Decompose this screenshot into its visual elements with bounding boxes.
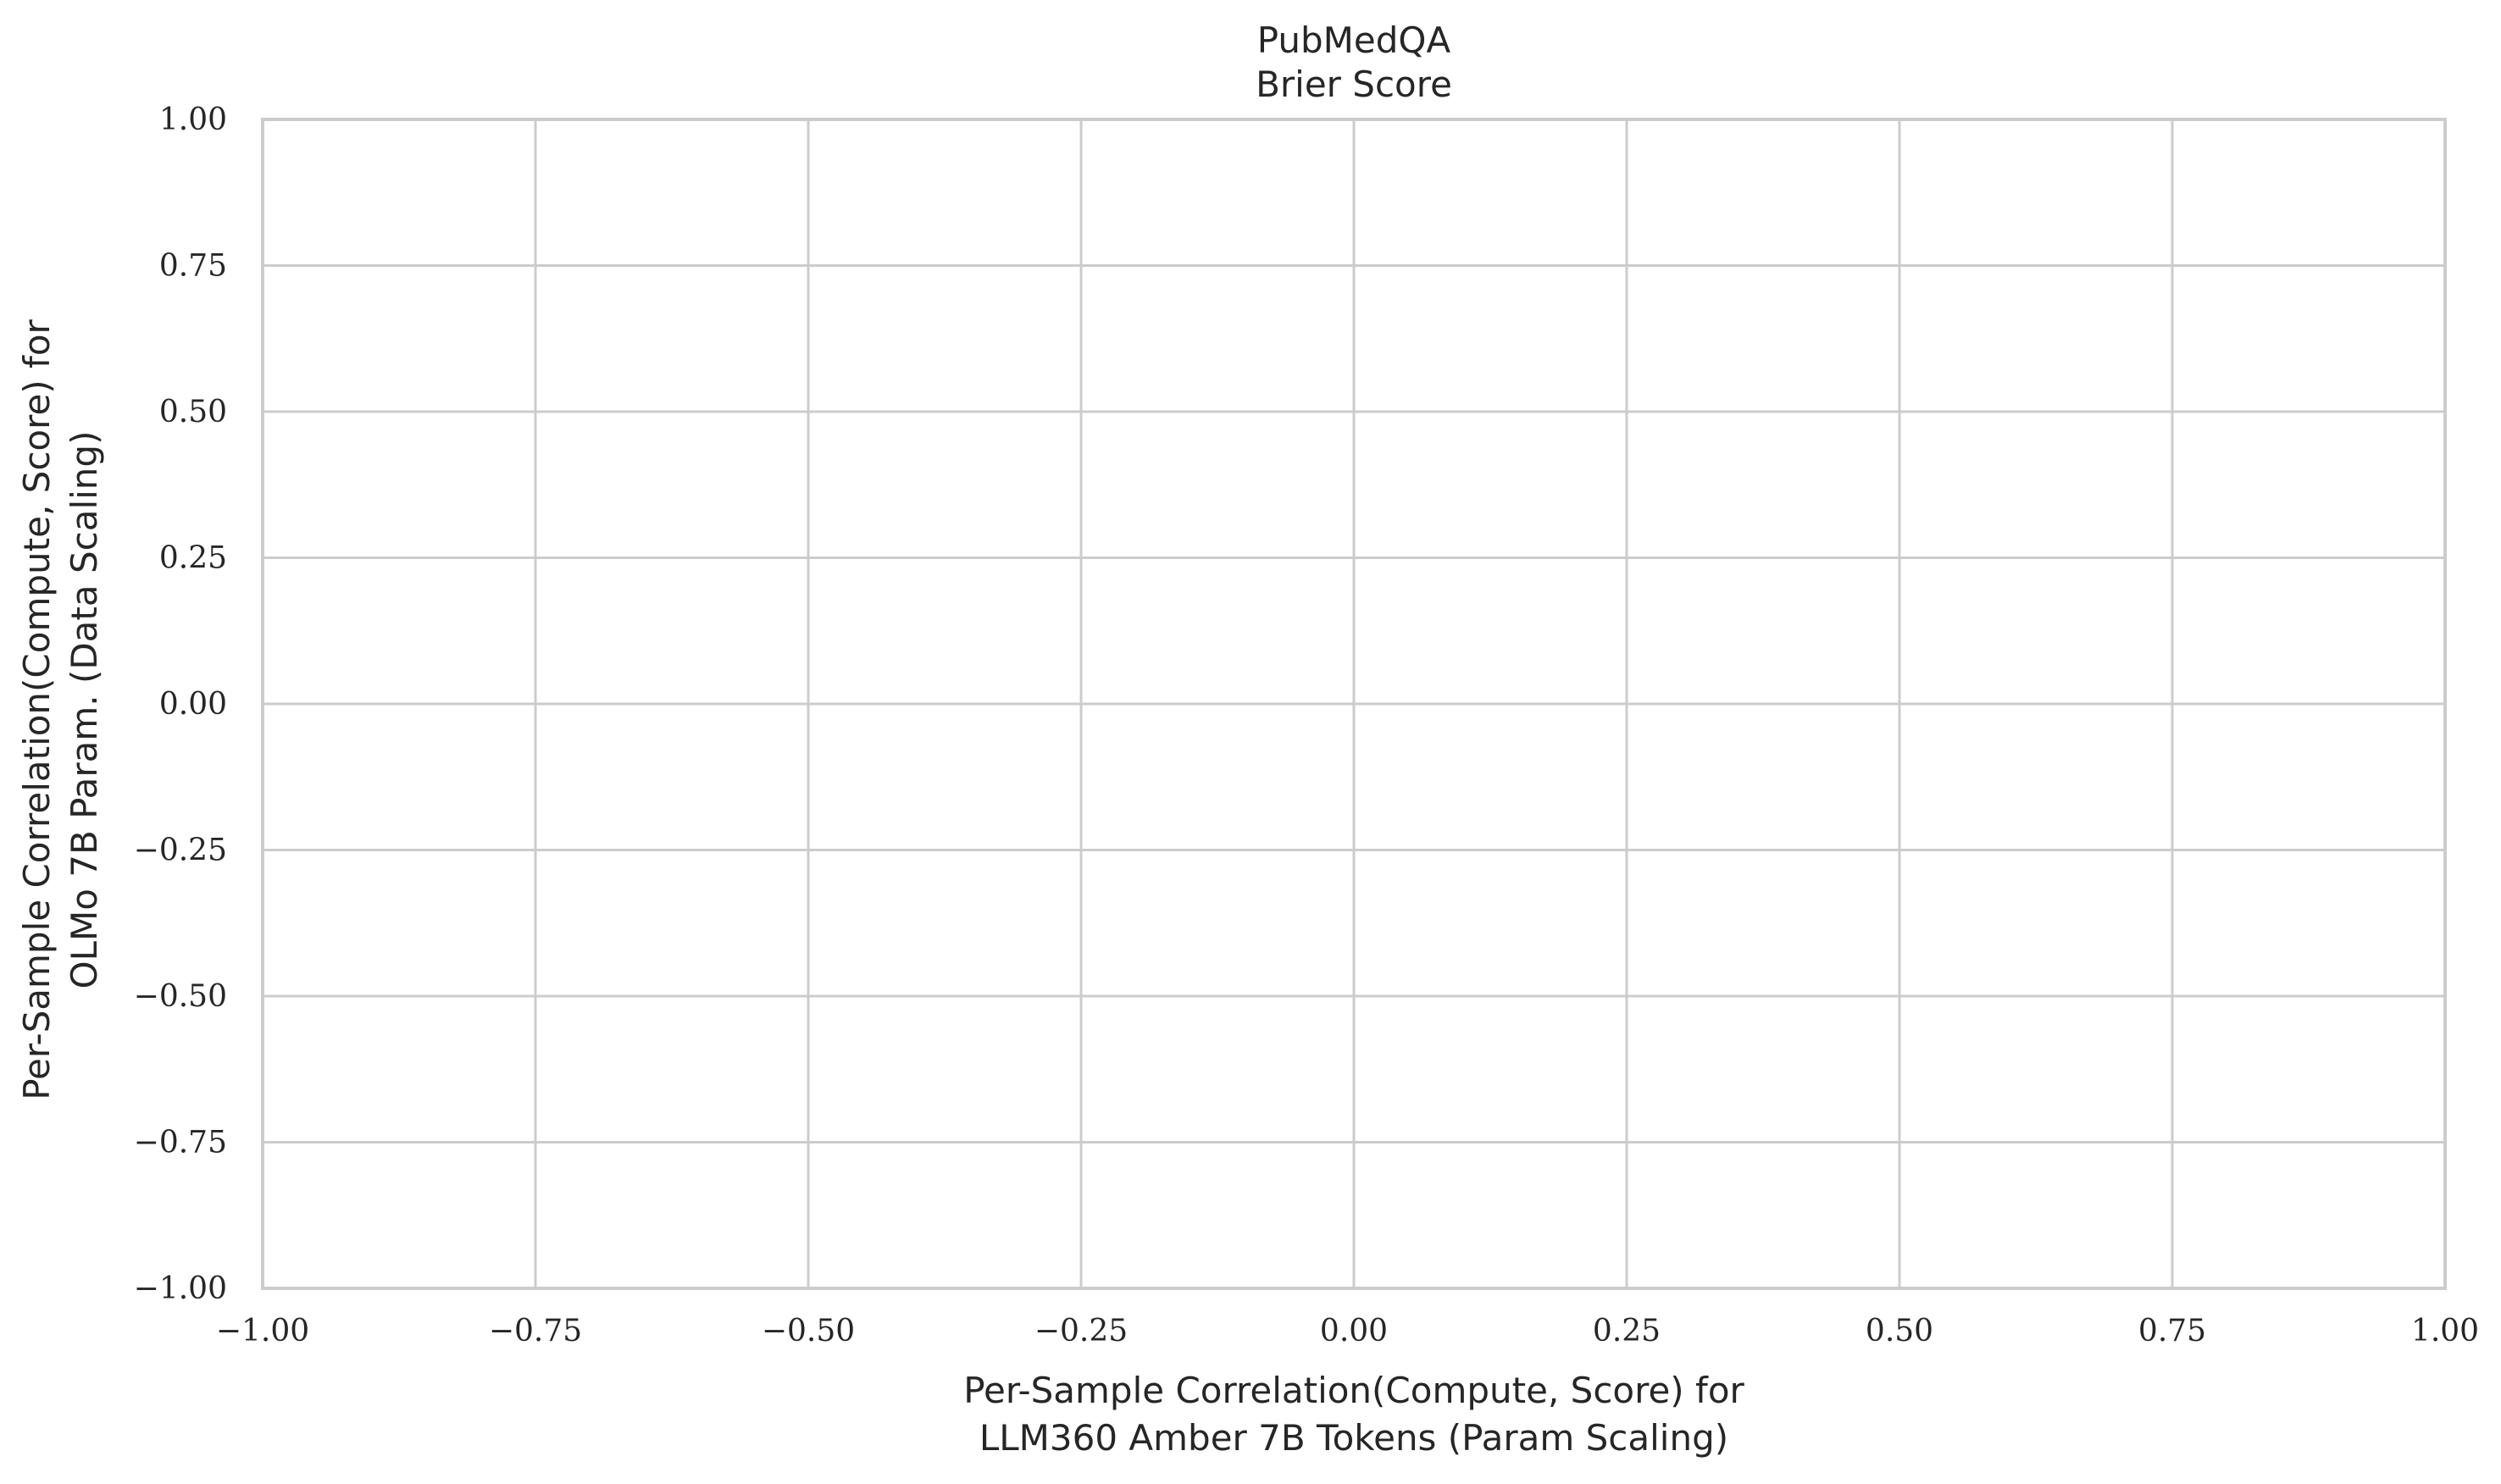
x-tick-label: 0.50: [1866, 1314, 1933, 1348]
x-tick-label: −0.25: [1034, 1314, 1128, 1348]
y-tick-label: 1.00: [159, 102, 227, 137]
y-tick-label: −1.00: [134, 1271, 227, 1306]
plot-area-frame: [261, 118, 2447, 1290]
x-tick-label: 0.75: [2138, 1314, 2206, 1348]
y-axis-label-line1: Per-Sample Correlation(Compute, Score) f…: [16, 318, 58, 1099]
y-tick-label: −0.25: [134, 833, 227, 868]
y-tick-label: 0.00: [159, 687, 227, 722]
grid: [261, 118, 2447, 1290]
y-tick-label: −0.75: [134, 1126, 227, 1160]
x-tick-labels: −1.00 −0.75 −0.50 −0.25 0.00 0.25 0.50 0.75 1.00: [216, 1314, 2479, 1348]
y-tick-label: −0.50: [134, 979, 227, 1014]
y-tick-label: 0.75: [159, 249, 227, 284]
y-tick-labels: −1.00 −0.75 −0.50 −0.25 0.00 0.25 0.50 0.75 1.00: [134, 102, 227, 1306]
y-axis-label-line2: OLMo 7B Param. (Data Scaling): [64, 431, 105, 989]
x-axis-label-line1: Per-Sample Correlation(Compute, Score) f…: [963, 1370, 1744, 1411]
y-tick-label: 0.50: [159, 395, 227, 429]
x-tick-label: −0.50: [762, 1314, 855, 1348]
y-tick-label: 0.25: [159, 541, 227, 576]
x-tick-label: −0.75: [489, 1314, 582, 1348]
x-tick-label: 0.00: [1320, 1314, 1388, 1348]
x-tick-label: 0.25: [1593, 1314, 1661, 1348]
chart-title: PubMedQA: [1257, 19, 1451, 61]
x-tick-label: −1.00: [216, 1314, 309, 1348]
chart-subtitle: Brier Score: [1256, 64, 1452, 105]
x-axis-label-line2: LLM360 Amber 7B Tokens (Param Scaling): [979, 1417, 1728, 1459]
x-tick-label: 1.00: [2411, 1314, 2479, 1348]
